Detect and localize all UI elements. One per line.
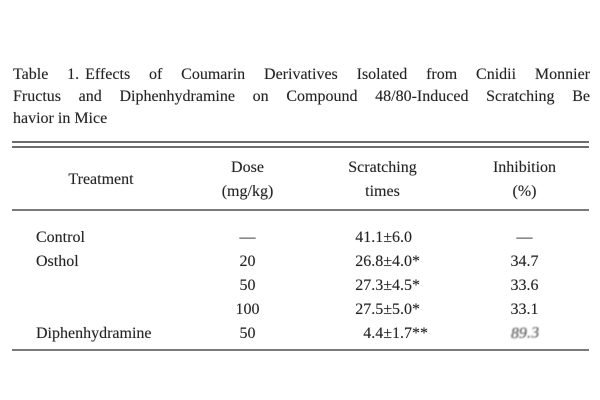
cell-scratching: 27.5±5.0* [355,301,420,318]
cell-inhibition: — [516,229,533,246]
cell-scratching: 41.1±6.0 [305,226,460,250]
table-body: Control — 41.1±6.0 — Osthol 20 26.8±4.0*… [12,226,589,346]
cell-treatment: Control [36,229,85,246]
cell-dose: — [239,229,256,246]
caption-line-1: Table 1. Effects of Coumarin Derivatives … [13,64,590,86]
cell-dose: 100 [235,301,260,318]
table-row-osthol-20: Osthol 20 26.8±4.0* 34.7 [12,250,589,274]
caption-line-2: Fructus and Diphenhydramine on Compound … [13,88,590,105]
cell-inhibition: 33.1 [510,301,539,318]
table-header-rule [12,209,589,211]
cell-treatment: Osthol [36,253,79,270]
smudged-inhibition-value: 89.3 [509,324,540,343]
caption-line-1-text: Effects of Coumarin Derivatives Isolated… [85,66,590,83]
table-top-double-rule [12,141,589,148]
scratching-value: 27.5±5.0 [355,301,412,318]
scratching-value: 4.4±1.7 [363,325,412,342]
table-row-osthol-100: 100 27.5±5.0* 33.1 [12,298,589,322]
cell-inhibition: 34.7 [510,253,539,270]
caption-line-3: havior in Mice [13,110,108,127]
cell-inhibition: 33.6 [510,277,539,294]
table-row-control: Control — 41.1±6.0 — [12,226,589,250]
scratching-value: 41.1±6.0 [355,229,412,246]
cell-treatment [12,274,190,298]
header-treatment: Treatment [68,171,134,188]
cell-treatment: Diphenhydramine [36,325,152,342]
cell-scratching: 26.8±4.0* [355,253,420,270]
scratching-value: 26.8±4.0 [355,253,412,270]
header-inhibition: Inhibition (%) [492,159,557,200]
header-scratching-times: Scratching times [348,159,417,200]
cell-scratching: 27.3±4.5* [355,277,420,294]
table-caption: Table 1. Effects of Coumarin Derivatives … [13,64,590,130]
table-number-label: Table 1. [13,66,80,83]
table-row-diphenhydramine: Diphenhydramine 50 4.4±1.7** 89.3 [12,322,589,346]
cell-treatment [12,298,190,322]
data-table: Treatment Dose (mg/kg) Scratching times … [12,141,589,355]
cell-dose: 50 [239,325,256,342]
cell-inhibition: 89.3 [460,322,589,346]
table-row-osthol-50: 50 27.3±4.5* 33.6 [12,274,589,298]
table-bottom-rule [12,349,589,351]
cell-dose: 50 [239,277,256,294]
header-dose: Dose (mg/kg) [221,159,274,200]
scratching-value: 27.3±4.5 [355,277,412,294]
cell-scratching: 4.4±1.7** [363,325,428,342]
table-header-row: Treatment Dose (mg/kg) Scratching times … [12,151,589,209]
cell-dose: 20 [239,253,256,270]
